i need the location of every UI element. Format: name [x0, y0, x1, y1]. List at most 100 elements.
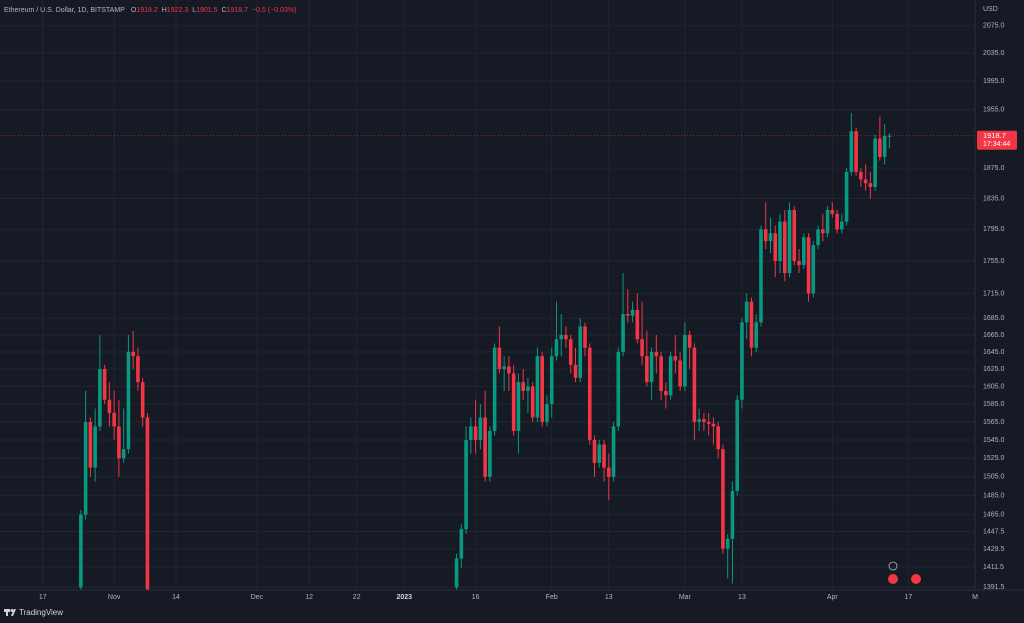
y-tick-label: 1447.5	[983, 528, 1005, 535]
x-tick-label: Dec	[251, 594, 264, 601]
candle-body	[754, 322, 759, 348]
candle-body	[473, 426, 478, 441]
x-tick-label: 13	[738, 594, 746, 601]
grid	[0, 0, 976, 590]
event-icon[interactable]	[911, 574, 921, 584]
legend-label: H	[162, 7, 167, 14]
candle-body	[844, 171, 849, 222]
candle-body	[578, 326, 583, 378]
legend-value: 1922.3	[167, 7, 189, 14]
y-tick-label: 1645.0	[983, 349, 1005, 356]
candle-body	[121, 449, 126, 459]
brand: TradingView	[19, 608, 63, 617]
candle-body	[840, 221, 844, 230]
event-icon[interactable]	[888, 574, 898, 584]
x-tick-label: Nov	[108, 594, 121, 601]
candle-body	[664, 390, 668, 396]
candle-body	[469, 426, 473, 441]
candle-body	[79, 514, 83, 588]
candle-body	[478, 417, 483, 441]
candle-body	[606, 467, 611, 477]
candle-body	[112, 413, 116, 427]
candle-body	[597, 444, 602, 463]
candle-body	[573, 364, 578, 378]
y-tick-label: 1525.0	[983, 455, 1005, 462]
candle-body	[873, 138, 877, 188]
x-tick-label: Mar	[679, 594, 692, 601]
candle-body	[744, 301, 749, 323]
y-tick-label: 1795.0	[983, 226, 1005, 233]
candle-body	[126, 351, 131, 450]
x-tick-label: 12	[305, 594, 313, 601]
candle-body	[497, 347, 502, 370]
candle-body	[102, 369, 107, 400]
x-tick-label: Feb	[546, 594, 558, 601]
candle-body	[131, 351, 135, 357]
candle-body	[521, 382, 525, 391]
candle-body	[763, 229, 768, 242]
candle-body	[117, 426, 121, 459]
y-tick-label: 1505.0	[983, 474, 1005, 481]
candle-body	[93, 426, 97, 468]
candle-body	[464, 440, 468, 530]
candle-body	[136, 356, 140, 383]
candle-body	[540, 356, 544, 422]
candle-body	[145, 417, 150, 590]
legend-label: O	[131, 7, 137, 14]
legend-label: L	[192, 7, 196, 14]
x-tick-label: 2023	[396, 594, 412, 601]
y-tick-label: 1625.0	[983, 366, 1005, 373]
event-icon[interactable]	[888, 561, 898, 571]
candle-body	[88, 421, 93, 468]
logo	[6, 609, 8, 616]
candle-body	[730, 490, 735, 539]
y-tick-label: 1755.0	[983, 258, 1005, 265]
legend-label: C	[222, 7, 227, 14]
y-tick-label: 1411.5	[983, 564, 1004, 571]
legend-value: 1918.2	[136, 7, 158, 14]
candle-body	[711, 423, 716, 427]
legend-value: 1918.7	[227, 7, 249, 14]
candle-body	[801, 237, 806, 266]
candle-body	[554, 339, 559, 357]
candle-body	[797, 261, 801, 266]
header: Ethereum / U.S. Dollar, 1D, BITSTAMP O191…	[4, 7, 296, 14]
candle-body	[868, 183, 873, 188]
candle-body	[559, 334, 564, 340]
candle-body	[516, 382, 521, 431]
candle-body	[768, 233, 773, 242]
candle-body	[507, 366, 511, 374]
x-tick-label: 13	[605, 594, 613, 601]
candle-body	[626, 314, 630, 316]
candle-body	[735, 399, 739, 491]
candle-body	[483, 417, 487, 477]
y-tick-label: 1485.0	[983, 492, 1005, 499]
y-tick-label: 1955.0	[983, 106, 1005, 113]
x-tick-label: 22	[353, 594, 361, 601]
y-tick-label: 1685.0	[983, 315, 1005, 322]
candle-body	[821, 229, 825, 234]
candle-body	[835, 213, 839, 230]
candle-body	[830, 209, 835, 214]
x-tick-label: M	[972, 594, 978, 601]
y-tick-label: 1995.0	[983, 78, 1005, 85]
candle-body	[587, 347, 592, 441]
y-tick-label: 1545.0	[983, 437, 1005, 444]
candle-body	[792, 209, 797, 262]
candle-body	[564, 334, 568, 340]
legend-value: 1901.5	[196, 7, 218, 14]
candle-body	[640, 339, 644, 357]
candle-body	[716, 426, 720, 450]
candle-body	[568, 339, 573, 365]
candle-body	[673, 356, 678, 361]
candle-body	[859, 171, 863, 180]
candle-body	[616, 351, 621, 427]
logo	[10, 609, 14, 612]
candle-body	[687, 334, 692, 348]
candle-body	[697, 419, 701, 422]
last-price-label: 1918.7	[983, 131, 1006, 140]
candle-body	[782, 221, 787, 274]
candle-body	[882, 136, 887, 157]
